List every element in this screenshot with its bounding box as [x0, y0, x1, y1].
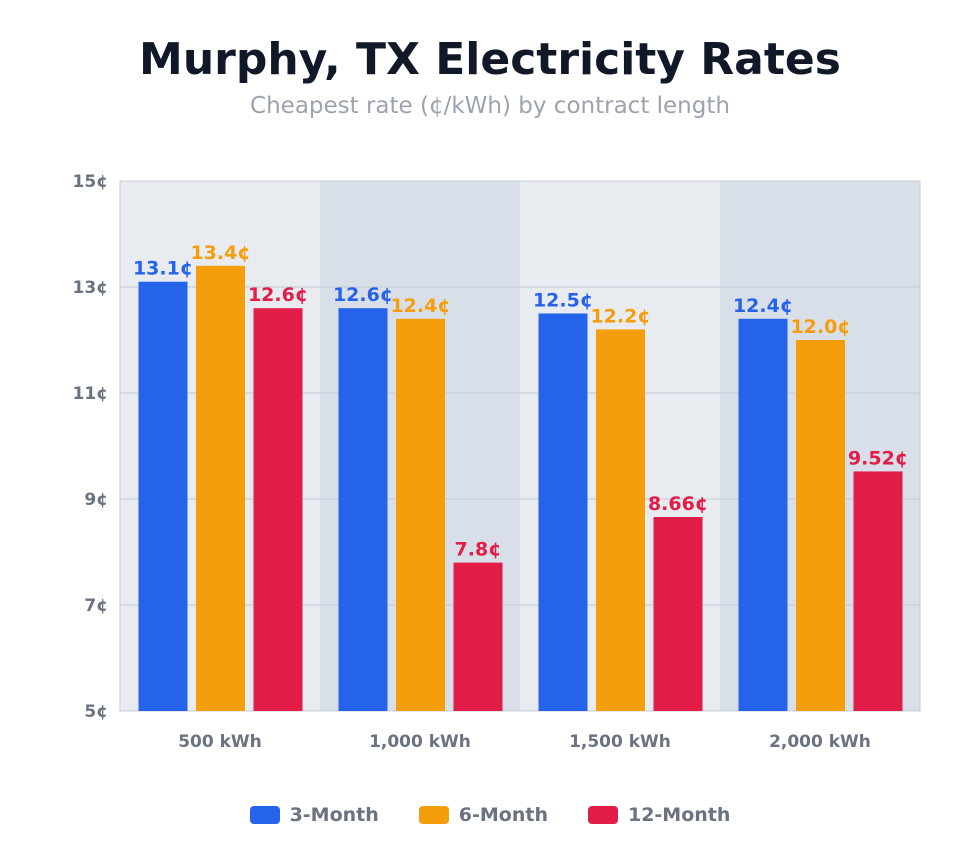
- data-label: 8.66¢: [648, 493, 708, 515]
- x-tick-label: 1,500 kWh: [569, 732, 671, 752]
- legend-item-6-month: 6-Month: [418, 804, 548, 826]
- legend-swatch-12-month: [587, 806, 618, 824]
- legend: 3-Month 6-Month 12-Month: [0, 804, 980, 826]
- data-label: 12.4¢: [733, 295, 793, 317]
- data-label: 13.4¢: [190, 242, 250, 264]
- data-label: 9.52¢: [848, 447, 908, 469]
- y-tick-label: 15¢: [73, 172, 109, 192]
- y-tick-label: 9¢: [84, 490, 108, 510]
- legend-item-3-month: 3-Month: [249, 804, 379, 826]
- bar: [453, 562, 503, 711]
- bar: [653, 517, 703, 711]
- bar: [196, 265, 245, 711]
- chart-title: Murphy, TX Electricity Rates: [139, 34, 841, 85]
- data-label: 12.6¢: [248, 284, 308, 306]
- y-tick-label: 7¢: [84, 596, 108, 616]
- data-label: 7.8¢: [455, 539, 502, 561]
- bar: [596, 329, 645, 711]
- legend-label: 3-Month: [289, 804, 379, 826]
- plot-border: [119, 180, 921, 712]
- x-tick-label: 500 kWh: [178, 732, 262, 752]
- data-label: 12.6¢: [333, 284, 393, 306]
- legend-swatch-3-month: [249, 806, 280, 824]
- legend-item-12-month: 12-Month: [587, 804, 731, 826]
- bar: [738, 318, 788, 711]
- y-tick-label: 13¢: [73, 278, 109, 298]
- data-label: 13.1¢: [133, 258, 193, 280]
- data-label: 12.2¢: [590, 305, 650, 327]
- data-label: 12.5¢: [533, 290, 593, 312]
- legend-label: 12-Month: [627, 804, 731, 826]
- y-tick-label: 11¢: [73, 384, 109, 404]
- x-tick-label: 2,000 kWh: [769, 732, 871, 752]
- data-label: 12.0¢: [790, 316, 850, 338]
- data-label: 12.4¢: [390, 295, 450, 317]
- y-tick-label: 5¢: [84, 702, 108, 722]
- legend-label: 6-Month: [458, 804, 548, 826]
- bar: [538, 313, 588, 711]
- chart-subtitle: Cheapest rate (¢/kWh) by contract length: [250, 93, 730, 119]
- bar: [853, 471, 903, 711]
- bar: [396, 318, 445, 711]
- bar: [138, 281, 188, 711]
- legend-swatch-6-month: [418, 806, 449, 824]
- bar: [338, 308, 388, 711]
- bar-chart: 5¢ 7¢ 9¢ 11¢ 13¢ 15¢ 13.1¢ 12.6¢ 12.5¢ 12.4¢ 13.4¢…: [73, 172, 921, 752]
- x-tick-label: 1,000 kWh: [369, 732, 471, 752]
- bar: [796, 340, 845, 711]
- bar: [253, 308, 303, 711]
